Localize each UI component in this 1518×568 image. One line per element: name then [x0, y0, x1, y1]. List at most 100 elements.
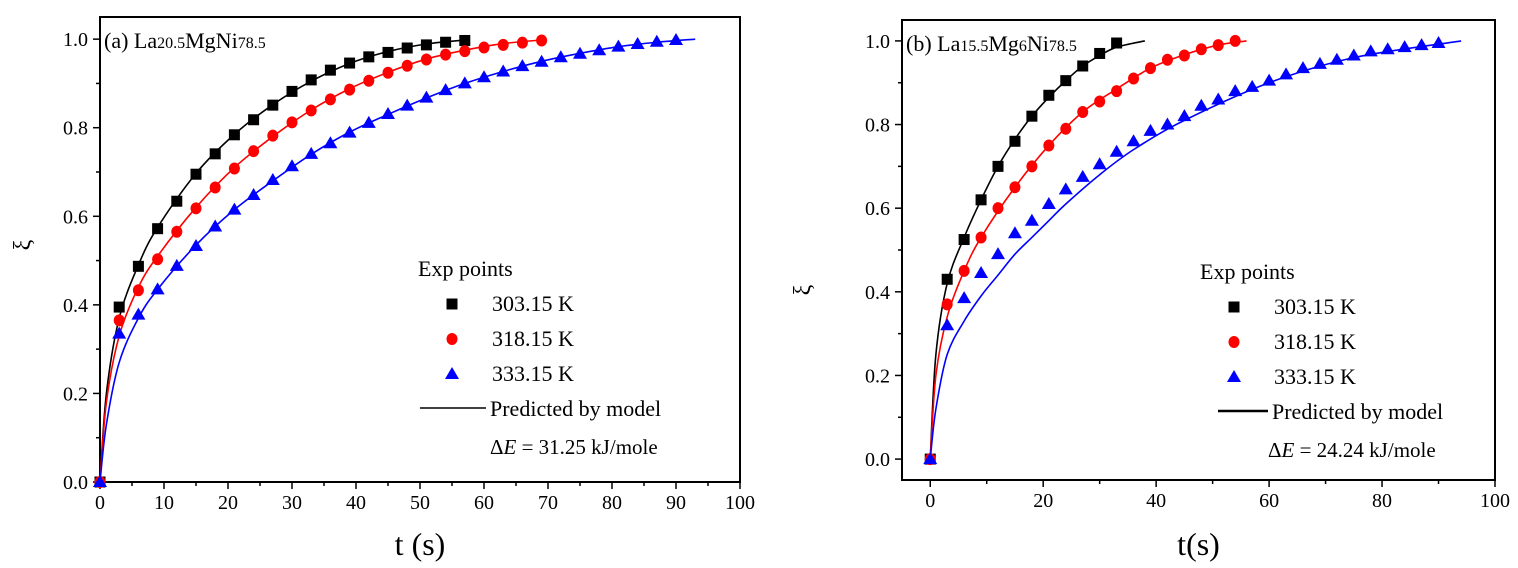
data-point-circle — [1195, 43, 1207, 56]
data-point-triangle — [1024, 213, 1039, 226]
y-tick-label: 0.4 — [865, 282, 890, 304]
data-point-circle — [382, 66, 394, 79]
y-tick-label: 0.4 — [63, 295, 88, 317]
data-point-triangle — [534, 54, 549, 67]
data-point-square — [132, 260, 144, 272]
data-point-triangle — [208, 219, 223, 232]
x-tick-label: 80 — [602, 492, 622, 514]
data-point-triangle — [1007, 226, 1022, 239]
data-point-square — [1077, 60, 1089, 72]
legend-label: 318.15 K — [492, 326, 574, 351]
panel-label-part: La — [134, 28, 157, 53]
model-curve-30315K — [929, 40, 1146, 460]
legend-energy: ΔE = 31.25 kJ/mole — [490, 435, 658, 459]
x-tick-label: 40 — [1146, 490, 1166, 512]
data-point-square — [324, 64, 336, 76]
x-tick-label: 90 — [666, 492, 686, 514]
data-point-triangle — [1160, 117, 1175, 130]
data-point-circle — [1026, 160, 1038, 173]
data-point-triangle — [131, 307, 146, 320]
data-point-triangle — [573, 46, 587, 59]
data-point-triangle — [477, 70, 491, 83]
data-point-triangle — [323, 136, 338, 149]
data-point-circle — [420, 53, 432, 66]
legend-marker-triangle — [445, 367, 459, 379]
data-point-triangle — [246, 188, 261, 201]
data-point-triangle — [1363, 44, 1378, 57]
data-point-triangle — [1262, 73, 1277, 86]
data-point-circle — [248, 145, 260, 158]
panel-label-part: 6 — [1019, 38, 1027, 55]
data-point-circle — [1009, 181, 1021, 194]
data-point-triangle — [1279, 67, 1294, 80]
data-point-square — [305, 74, 317, 86]
y-tick-label: 1.0 — [63, 29, 88, 51]
data-point-triangle — [93, 475, 107, 487]
data-point-square — [1094, 47, 1106, 59]
data-point-circle — [1128, 72, 1140, 85]
panel-label-part: Ni — [1027, 31, 1049, 56]
data-point-triangle — [923, 452, 938, 465]
data-point-square — [1009, 135, 1021, 147]
data-point-circle — [1077, 106, 1089, 118]
legend-title: Exp points — [418, 256, 513, 281]
panel-label-part: 78.5 — [238, 35, 266, 52]
data-point-square — [958, 234, 970, 246]
data-point-triangle — [957, 291, 972, 304]
data-point-triangle — [940, 318, 955, 331]
data-point-square — [941, 273, 953, 285]
chart-panel-b: 0 20 40 60 80 100 0.0 0.2 0.4 0.6 0.8 1.0 t(s) ξ (b) L… — [790, 19, 1510, 562]
data-point-square — [248, 114, 260, 126]
energy-value: = 24.24 kJ/mole — [1294, 438, 1435, 462]
data-point-triangle — [553, 50, 568, 63]
panel-label-part: 15.5 — [960, 38, 988, 55]
legend-marker-square — [446, 298, 458, 310]
data-point-square — [382, 46, 394, 58]
data-point-circle — [401, 59, 413, 72]
legend-title: Exp points — [1200, 259, 1295, 284]
data-point-triangle — [611, 39, 626, 52]
y-tick-label: 0.2 — [865, 365, 890, 387]
data-point-circle — [440, 48, 452, 61]
energy-value: = 31.25 kJ/mole — [516, 435, 657, 459]
data-point-circle — [975, 231, 987, 244]
data-point-circle — [497, 38, 509, 51]
legend-label: 333.15 K — [492, 361, 574, 386]
data-point-circle — [324, 93, 336, 106]
x-tick-label: 50 — [410, 492, 430, 514]
legend-marker-circle — [1228, 336, 1240, 348]
panel-label: (b) La15.5Mg6Ni78.5 — [906, 31, 1077, 56]
data-point-triangle — [1431, 36, 1446, 48]
x-tick-label: 70 — [538, 492, 558, 514]
x-axis-label: t (s) — [395, 526, 446, 562]
data-point-circle — [1144, 62, 1156, 75]
data-point-circle — [190, 202, 202, 215]
data-point-triangle — [1143, 123, 1158, 136]
data-point-triangle — [342, 125, 357, 138]
data-point-triangle — [400, 98, 415, 111]
data-point-circle — [305, 104, 317, 117]
data-point-circle — [1043, 139, 1055, 152]
data-point-circle — [992, 202, 1004, 215]
data-point-triangle — [974, 266, 989, 278]
data-point-triangle — [1109, 144, 1124, 157]
data-point-circle — [363, 74, 375, 87]
data-point-triangle — [1041, 197, 1056, 209]
y-tick-label: 0.0 — [63, 472, 88, 494]
data-point-triangle — [1329, 52, 1344, 65]
energy-var: E — [1281, 438, 1295, 462]
x-axis-label: t(s) — [1177, 526, 1220, 562]
data-point-circle — [1178, 49, 1190, 62]
data-point-circle — [459, 45, 471, 58]
data-point-square — [1060, 75, 1072, 87]
y-tick-label: 0.8 — [63, 118, 88, 140]
data-point-triangle — [150, 282, 165, 295]
data-point-triangle — [515, 59, 530, 72]
x-tick-label: 60 — [1259, 490, 1279, 512]
y-tick-label: 0.6 — [63, 206, 88, 228]
data-point-circle — [344, 83, 356, 96]
data-point-circle — [1111, 85, 1123, 98]
data-point-triangle — [438, 83, 453, 96]
y-tick-label: 1.0 — [865, 31, 890, 53]
legend-model-label: Predicted by model — [490, 396, 661, 421]
